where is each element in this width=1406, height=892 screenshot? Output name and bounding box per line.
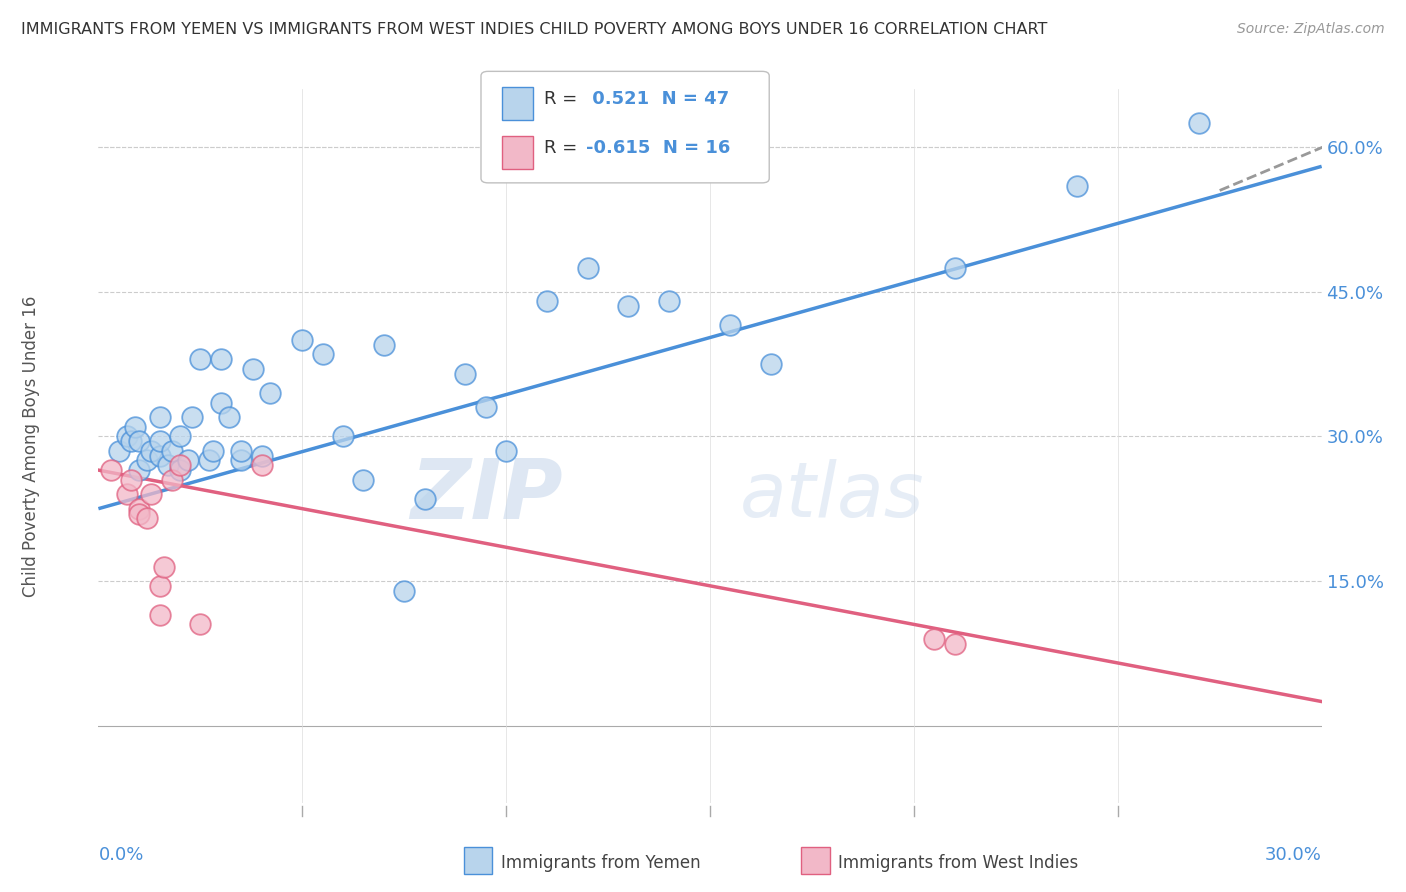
Point xyxy=(250,458,273,473)
Point xyxy=(128,501,150,516)
Point xyxy=(454,367,477,381)
Point xyxy=(149,607,172,622)
Point xyxy=(242,362,264,376)
Point xyxy=(943,260,966,275)
Point xyxy=(169,429,191,443)
Point xyxy=(141,487,163,501)
Point xyxy=(169,463,191,477)
Point xyxy=(115,429,138,443)
Point xyxy=(495,443,517,458)
Text: R =: R = xyxy=(544,139,583,157)
Point xyxy=(352,473,374,487)
Point xyxy=(160,443,183,458)
Point xyxy=(474,401,498,415)
Point xyxy=(209,352,232,367)
Point xyxy=(1188,116,1211,130)
Point xyxy=(312,347,335,361)
Point xyxy=(259,386,281,401)
Point xyxy=(141,443,163,458)
Point xyxy=(100,463,122,477)
Text: Immigrants from West Indies: Immigrants from West Indies xyxy=(838,854,1078,871)
Point xyxy=(576,260,599,275)
Point xyxy=(332,429,354,443)
Point xyxy=(169,458,191,473)
Point xyxy=(152,559,174,574)
Point xyxy=(536,294,558,309)
Point xyxy=(149,449,172,463)
Text: 0.521  N = 47: 0.521 N = 47 xyxy=(586,90,730,108)
Point xyxy=(156,458,179,473)
Point xyxy=(291,333,314,347)
Point xyxy=(108,443,131,458)
Text: -0.615  N = 16: -0.615 N = 16 xyxy=(586,139,731,157)
Point xyxy=(181,410,204,425)
Point xyxy=(197,453,219,467)
Point xyxy=(120,434,142,449)
Point xyxy=(188,352,212,367)
Point xyxy=(136,511,159,525)
Point xyxy=(128,434,150,449)
Point xyxy=(160,473,183,487)
Point xyxy=(231,453,253,467)
Text: Immigrants from Yemen: Immigrants from Yemen xyxy=(501,854,700,871)
Text: R =: R = xyxy=(544,90,583,108)
Point xyxy=(413,491,436,506)
Point xyxy=(149,579,172,593)
Point xyxy=(720,318,742,333)
Point xyxy=(128,463,150,477)
Point xyxy=(124,419,146,434)
Text: atlas: atlas xyxy=(740,459,925,533)
Point xyxy=(1066,178,1088,193)
Text: Source: ZipAtlas.com: Source: ZipAtlas.com xyxy=(1237,22,1385,37)
Point xyxy=(188,617,212,632)
Text: 30.0%: 30.0% xyxy=(1265,846,1322,863)
Point xyxy=(392,583,416,598)
Point xyxy=(658,294,681,309)
Point xyxy=(201,443,224,458)
Point xyxy=(231,443,253,458)
Point xyxy=(943,637,966,651)
Point xyxy=(761,357,783,371)
Point xyxy=(250,449,273,463)
Point xyxy=(209,395,232,409)
Text: ZIP: ZIP xyxy=(411,456,564,536)
Point xyxy=(149,434,172,449)
Point xyxy=(115,487,138,501)
Text: 0.0%: 0.0% xyxy=(98,846,143,863)
Point xyxy=(617,299,640,313)
Point xyxy=(373,337,395,351)
Point xyxy=(218,410,240,425)
Point xyxy=(149,410,172,425)
Point xyxy=(922,632,945,646)
Point xyxy=(177,453,200,467)
Point xyxy=(128,507,150,521)
Text: Child Poverty Among Boys Under 16: Child Poverty Among Boys Under 16 xyxy=(22,295,41,597)
Point xyxy=(120,473,142,487)
Text: IMMIGRANTS FROM YEMEN VS IMMIGRANTS FROM WEST INDIES CHILD POVERTY AMONG BOYS UN: IMMIGRANTS FROM YEMEN VS IMMIGRANTS FROM… xyxy=(21,22,1047,37)
Point xyxy=(136,453,159,467)
